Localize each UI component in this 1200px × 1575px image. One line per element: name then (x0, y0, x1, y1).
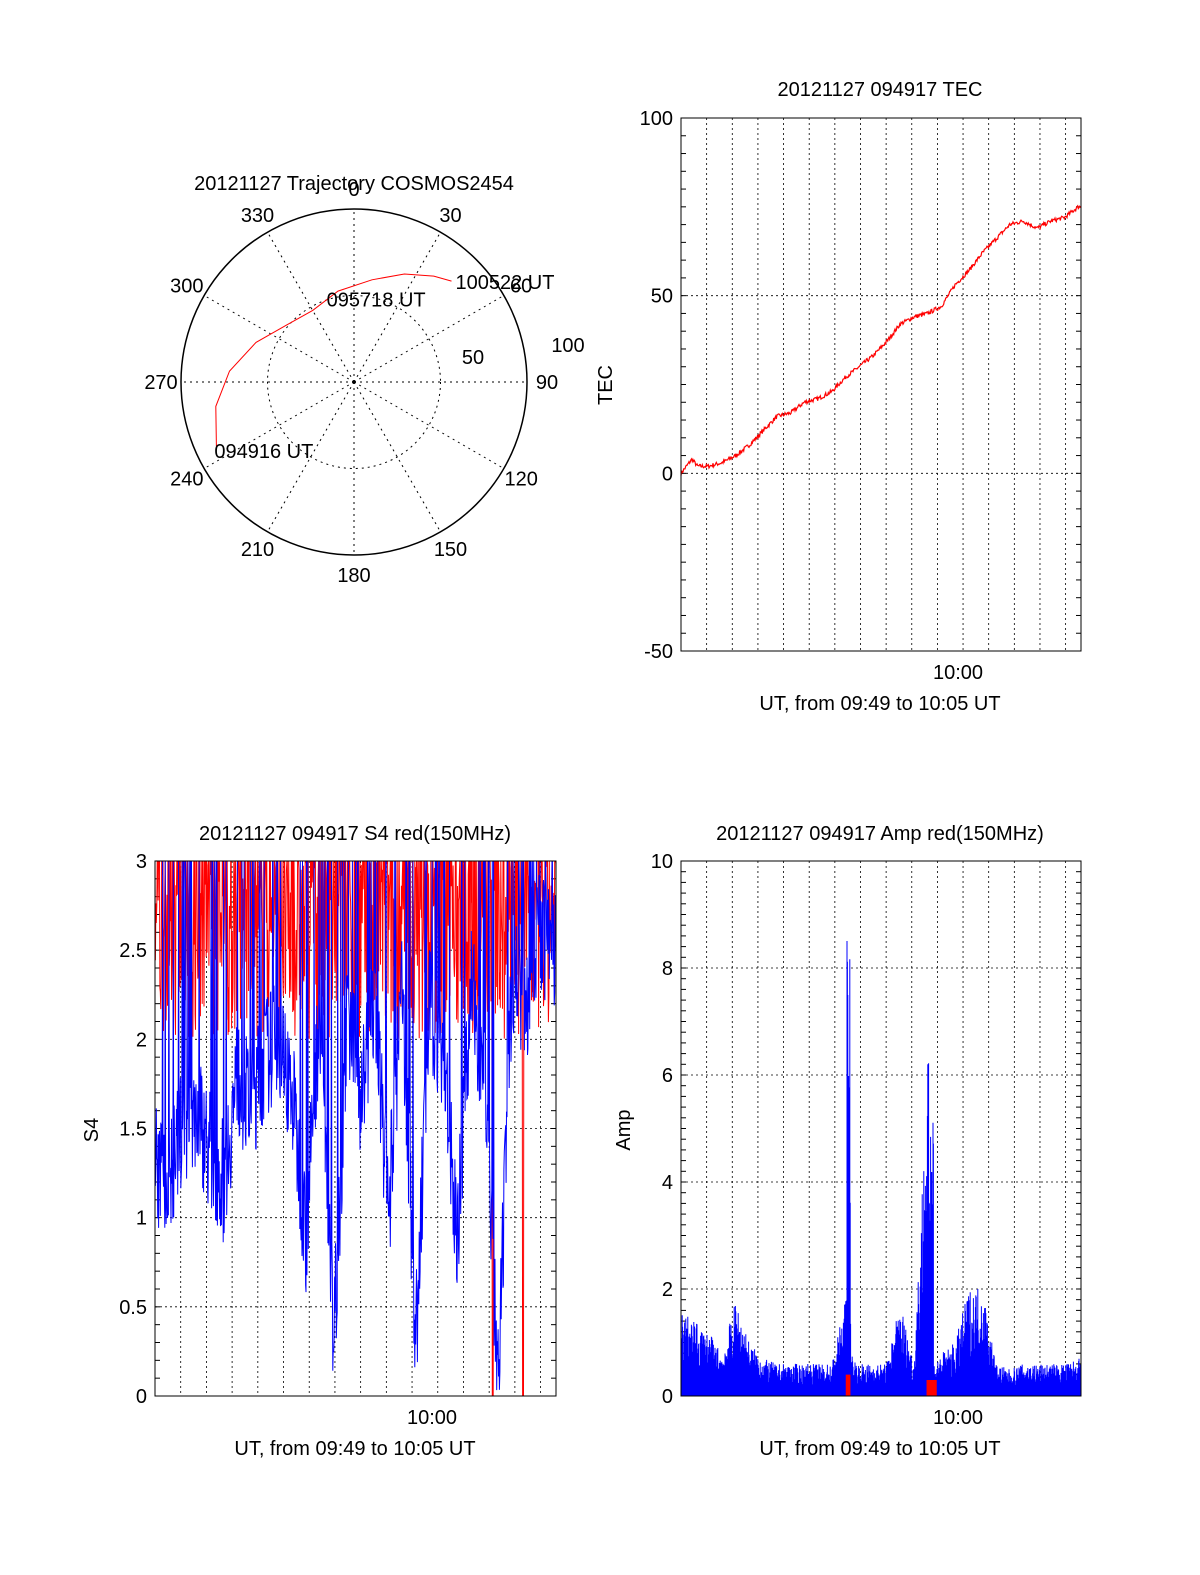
amp-ticks: 0 2 4 6 8 10 10:00 (651, 851, 1081, 1429)
radial-label: 100 (551, 335, 584, 357)
polar-spoke (203, 295, 355, 383)
y-tick-label: 8 (662, 958, 673, 980)
s4-ylabel: S4 (81, 1118, 103, 1142)
x-tick-label: 10:00 (407, 1407, 457, 1429)
trajectory-title: 20121127 Trajectory COSMOS2454 (194, 173, 514, 195)
azimuth-label: 180 (337, 565, 370, 587)
s4-title: 20121127 094917 S4 red(150MHz) (199, 823, 511, 845)
polar-outer-circle (180, 208, 528, 556)
azimuth-label: 270 (144, 372, 177, 394)
amp-grid (681, 861, 1081, 1396)
polar-spoke (267, 231, 355, 383)
tec-plot: 20121127 094917 TEC TEC UT, from 09:49 t… (595, 79, 1082, 715)
azimuth-label: 120 (504, 469, 537, 491)
tec-grid (681, 118, 1081, 651)
s4-xlabel: UT, from 09:49 to 10:05 UT (234, 1438, 475, 1460)
y-tick-label: 0 (136, 1386, 147, 1408)
azimuth-labels: 0 30 60 90 120 150 180 210 240 270 300 330 50 100 (144, 179, 584, 587)
y-tick-label: -50 (644, 641, 673, 663)
trajectory-polar-plot: 20121127 Trajectory COSMOS2454 0 30 60 90 12… (144, 173, 584, 587)
azimuth-label: 60 (510, 276, 532, 298)
y-tick-label: 100 (640, 108, 673, 130)
y-tick-label: 3 (136, 851, 147, 873)
y-tick-label: 2 (662, 1279, 673, 1301)
tec-axes-frame (680, 117, 1082, 652)
tec-series-line (680, 204, 1082, 476)
y-tick-label: 4 (662, 1172, 673, 1194)
tec-title: 20121127 094917 TEC (778, 79, 983, 101)
x-tick-label: 10:00 (933, 1407, 983, 1429)
azimuth-label: 210 (241, 539, 274, 561)
s4-plot: 20121127 094917 S4 red(150MHz) S4 UT, fr… (81, 823, 557, 1460)
tec-xlabel: UT, from 09:49 to 10:05 UT (759, 693, 1000, 715)
azimuth-label: 150 (434, 539, 467, 561)
tec-ylabel: TEC (595, 365, 617, 405)
y-tick-label: 1.5 (119, 1119, 147, 1141)
y-tick-label: 1 (136, 1208, 147, 1230)
azimuth-label: 30 (439, 205, 461, 227)
polar-inner-circle (267, 295, 441, 469)
polar-spoke (353, 381, 505, 469)
s4-axes-frame (154, 860, 557, 1397)
trajectory-annotations: 094916 UT 095718 UT 100522 UT (214, 272, 554, 463)
polar-spoke (203, 381, 355, 469)
polar-grid (180, 208, 528, 556)
amp-red-series (845, 1374, 937, 1396)
y-tick-label: 10 (651, 851, 673, 873)
amp-ylabel: Amp (613, 1109, 635, 1150)
trajectory-time-label: 095718 UT (327, 289, 426, 311)
y-tick-label: 0 (662, 1386, 673, 1408)
azimuth-label: 300 (170, 276, 203, 298)
y-tick-label: 2 (136, 1029, 147, 1051)
polar-spoke (353, 295, 505, 383)
y-tick-label: 50 (651, 286, 673, 308)
amp-title: 20121127 094917 Amp red(150MHz) (716, 823, 1044, 845)
y-tick-label: 6 (662, 1065, 673, 1087)
tec-ticks: -50 0 50 100 10:00 (640, 108, 1081, 684)
radial-label: 50 (462, 347, 484, 369)
azimuth-label: 90 (536, 372, 558, 394)
x-tick-label: 10:00 (933, 662, 983, 684)
amp-xlabel: UT, from 09:49 to 10:05 UT (759, 1438, 1000, 1460)
y-tick-label: 0.5 (119, 1297, 147, 1319)
polar-spoke (353, 231, 441, 383)
y-tick-label: 0 (662, 463, 673, 485)
trajectory-time-label: 094916 UT (214, 441, 313, 463)
y-tick-label: 2.5 (119, 940, 147, 962)
azimuth-label: 330 (241, 205, 274, 227)
amp-plot: 20121127 094917 Amp red(150MHz) Amp UT, … (613, 823, 1082, 1460)
azimuth-label: 240 (170, 469, 203, 491)
amp-blue-series (680, 941, 1082, 1396)
amp-axes-frame (680, 860, 1082, 1397)
polar-spoke (353, 381, 441, 533)
azimuth-label: 0 (348, 179, 359, 201)
trajectory-track (215, 273, 452, 447)
polar-spoke (267, 381, 355, 533)
trajectory-time-label: 100522 UT (455, 272, 554, 294)
